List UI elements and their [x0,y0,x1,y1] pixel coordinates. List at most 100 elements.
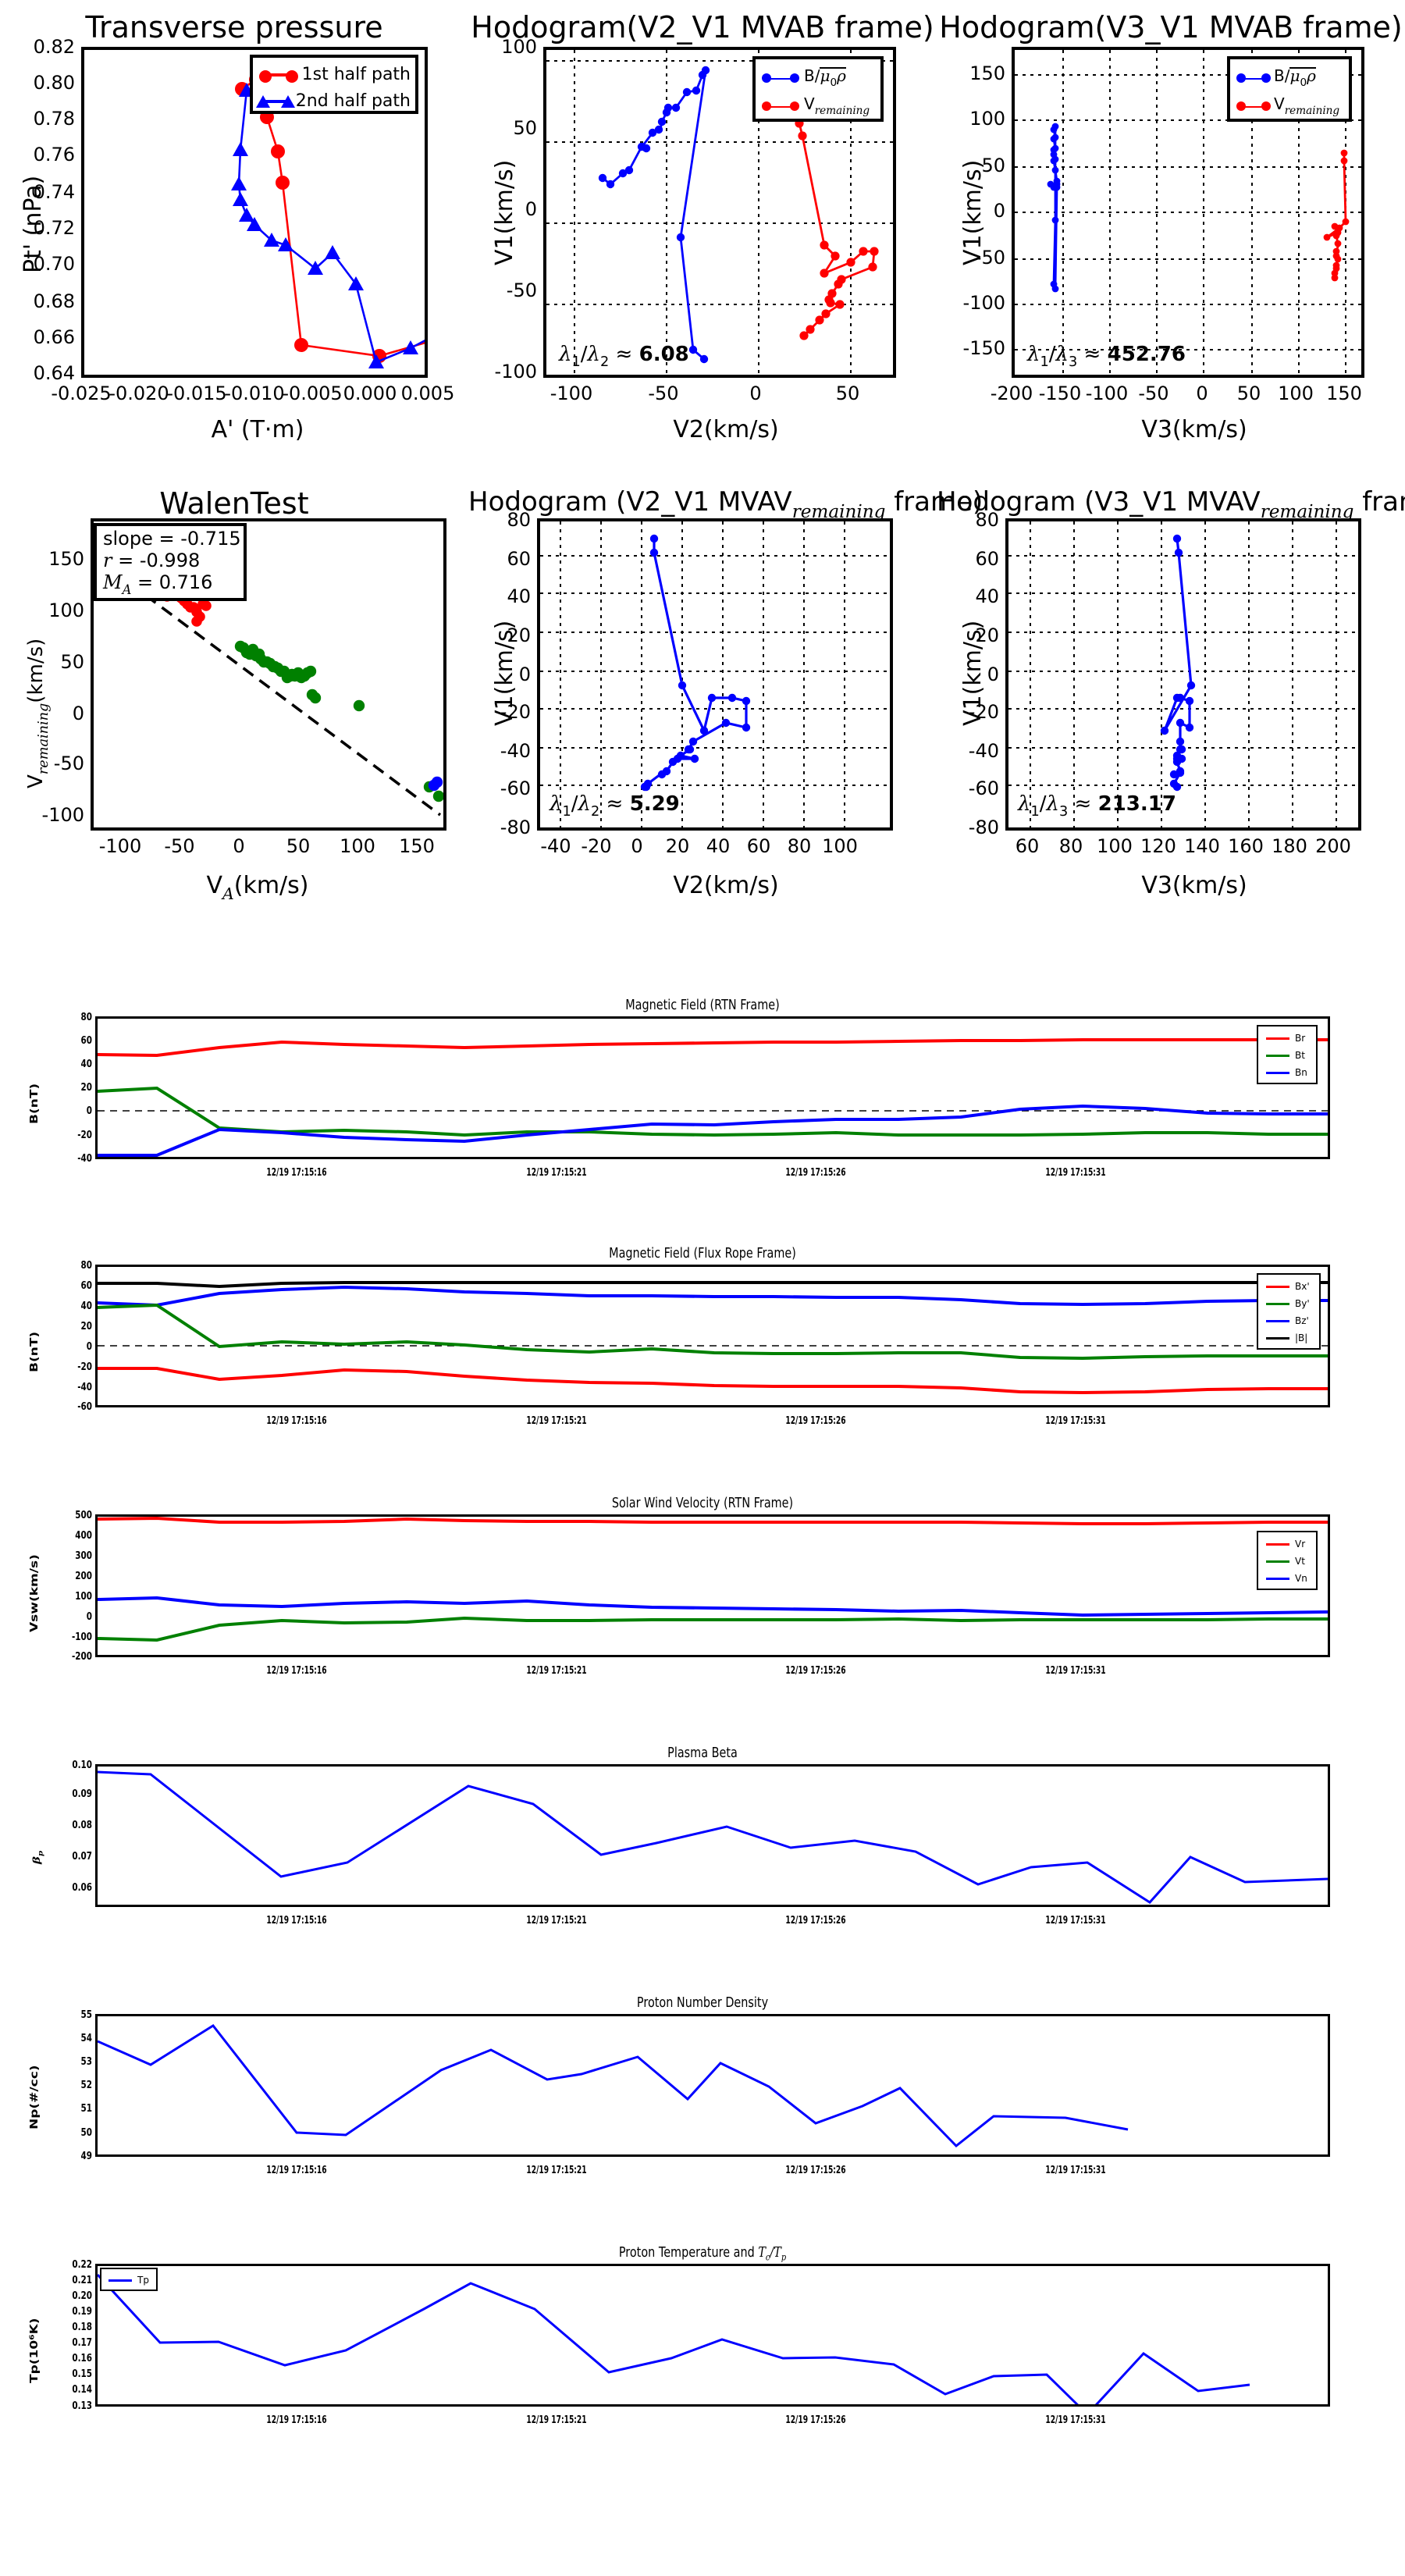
gridlines [1015,50,1361,375]
legend-label-vn: Vn [1295,1573,1307,1584]
y-tick: 40 [80,1300,92,1312]
x-tick: -200 [990,382,1033,404]
x-tick: 60 [1015,835,1040,857]
y-tick: 0.13 [72,2400,92,2412]
y-tick: 0 [518,664,531,685]
panel-solar-wind-velocity: Solar Wind Velocity (RTN Frame) Vsw(km/s… [0,1478,1405,1712]
series-bzprime [98,1285,1328,1308]
y-tick: 0.17 [72,2337,92,2349]
b-fluxrope-timeseries [98,1281,1328,1395]
tp-timeseries [98,2273,1250,2404]
x-time-tick: 12/19 17:15:31 [1045,1665,1106,1677]
legend-swatch-b-alfven [1236,73,1271,83]
panel-hodogram-v3v1-mvav: Hodogram (V3_V1 MVAVremaining frame) V1(… [937,453,1405,899]
x-time-tick: 12/19 17:15:16 [266,2165,327,2176]
y-tick: 0 [525,198,537,220]
hodogram-v2v1-plot [546,50,893,375]
panel-title: Proton Number Density [636,1994,769,2011]
legend-item-vt: Vt [1261,1553,1313,1570]
panel-proton-temperature: Proton Temperature and Tc/Tp Tp(10⁶K) Tp… [0,2227,1405,2461]
y-tick: 100 [969,108,1005,130]
y-tick: -150 [962,337,1005,359]
legend: B/μ0ρ Vremaining [1227,56,1352,122]
x-axis-label: VA(km/s) [206,871,309,904]
x-time-tick: 12/19 17:15:26 [785,1415,846,1427]
y-tick: 40 [80,1059,92,1070]
y-tick: 0.22 [72,2259,92,2271]
legend-item-v-remaining: Vremaining [760,92,876,120]
x-time-tick: 12/19 17:15:16 [266,1167,327,1179]
y-tick: 0 [86,1105,92,1117]
fit-line [95,557,442,817]
panel-hodogram-v2v1-mvab: Hodogram(V2_V1 MVAB frame) V1(km/s) V2(k… [468,0,937,445]
y-axis-label: B(nT) [28,1331,41,1372]
series-v-markers [795,119,879,340]
plot-area [1005,518,1361,831]
x-tick: 0.005 [400,382,455,404]
y-tick: -60 [968,777,999,799]
x-time-tick: 12/19 17:15:31 [1045,1915,1106,1927]
legend-swatch-v-remaining [1236,101,1271,111]
y-tick: 52 [80,2080,92,2091]
y-axis-label: Np(#/cc) [28,2065,41,2129]
panel-title: Hodogram(V3_V1 MVAB frame) [939,11,1403,45]
y-tick: -60 [77,1401,92,1413]
x-tick: -50 [648,382,679,404]
series-tp [98,2273,1250,2404]
y-tick: 54 [80,2033,92,2044]
legend-item-b-alfven: B/μ0ρ [1235,64,1344,92]
x-tick: 50 [1236,382,1261,404]
x-axis-label: V3(km/s) [1141,415,1247,443]
x-tick: -100 [550,382,593,404]
panel-title: Hodogram (V2_V1 MVAVremaining frame) [468,487,984,522]
y-tick: 80 [975,509,999,531]
y-tick: 50 [513,117,537,139]
series-b-markers [1047,123,1061,293]
x-tick: 0 [749,382,762,404]
legend: Br Bt Bn [1257,1025,1318,1084]
hodogram-v3v1-plot [1015,50,1361,375]
series-b-markers [598,66,710,364]
y-tick: 0.80 [33,72,75,94]
legend-label-1st-half: 1st half path [301,64,411,84]
y-tick: 0 [987,664,999,685]
legend-label-br: Br [1295,1033,1306,1044]
y-tick: 60 [80,1035,92,1047]
legend-item-by: By' [1261,1295,1316,1312]
series-bxprime [98,1367,1328,1395]
series-hodogram-markers [640,534,751,792]
x-tick: -100 [1085,382,1129,404]
series-hodogram-markers [1160,534,1196,792]
y-tick: 40 [975,585,999,607]
x-tick: 50 [835,382,860,404]
panel-title: Transverse pressure [85,11,383,45]
gridlines [1008,521,1358,827]
x-axis-label: V3(km/s) [1141,871,1247,899]
y-tick: 55 [80,2009,92,2021]
x-time-tick: 12/19 17:15:26 [785,1915,846,1927]
y-tick: -80 [500,817,531,838]
x-time-tick: 12/19 17:15:21 [526,2165,587,2176]
legend-label-v-remaining: Vremaining [1274,96,1340,116]
x-time-tick: 12/19 17:15:16 [266,1665,327,1677]
legend-item-vn: Vn [1261,1570,1313,1587]
plot-area [537,518,893,831]
y-tick: 0 [993,200,1005,222]
panel-transverse-pressure: Transverse pressure Pt' (nPa) A' (T·m) [0,0,468,445]
legend: 1st half path 2nd half path [250,55,418,114]
series-br [98,1038,1328,1058]
y-tick: 400 [75,1530,92,1542]
x-time-tick: 12/19 17:15:21 [526,2414,587,2426]
eigenvalue-ratio-annotation: λ1/λ3 ≈ 213.17 [1018,793,1176,821]
x-time-tick: 12/19 17:15:16 [266,1915,327,1927]
y-tick: 0.70 [33,253,75,275]
series-bn [98,1104,1328,1157]
series-b-alfven [602,69,707,361]
x-tick: 150 [399,835,435,857]
x-tick: 50 [286,835,311,857]
x-tick: 100 [340,835,375,857]
y-tick: 50 [60,651,84,673]
y-tick: 20 [80,1082,92,1094]
legend-label-bt: Bt [1295,1050,1305,1061]
